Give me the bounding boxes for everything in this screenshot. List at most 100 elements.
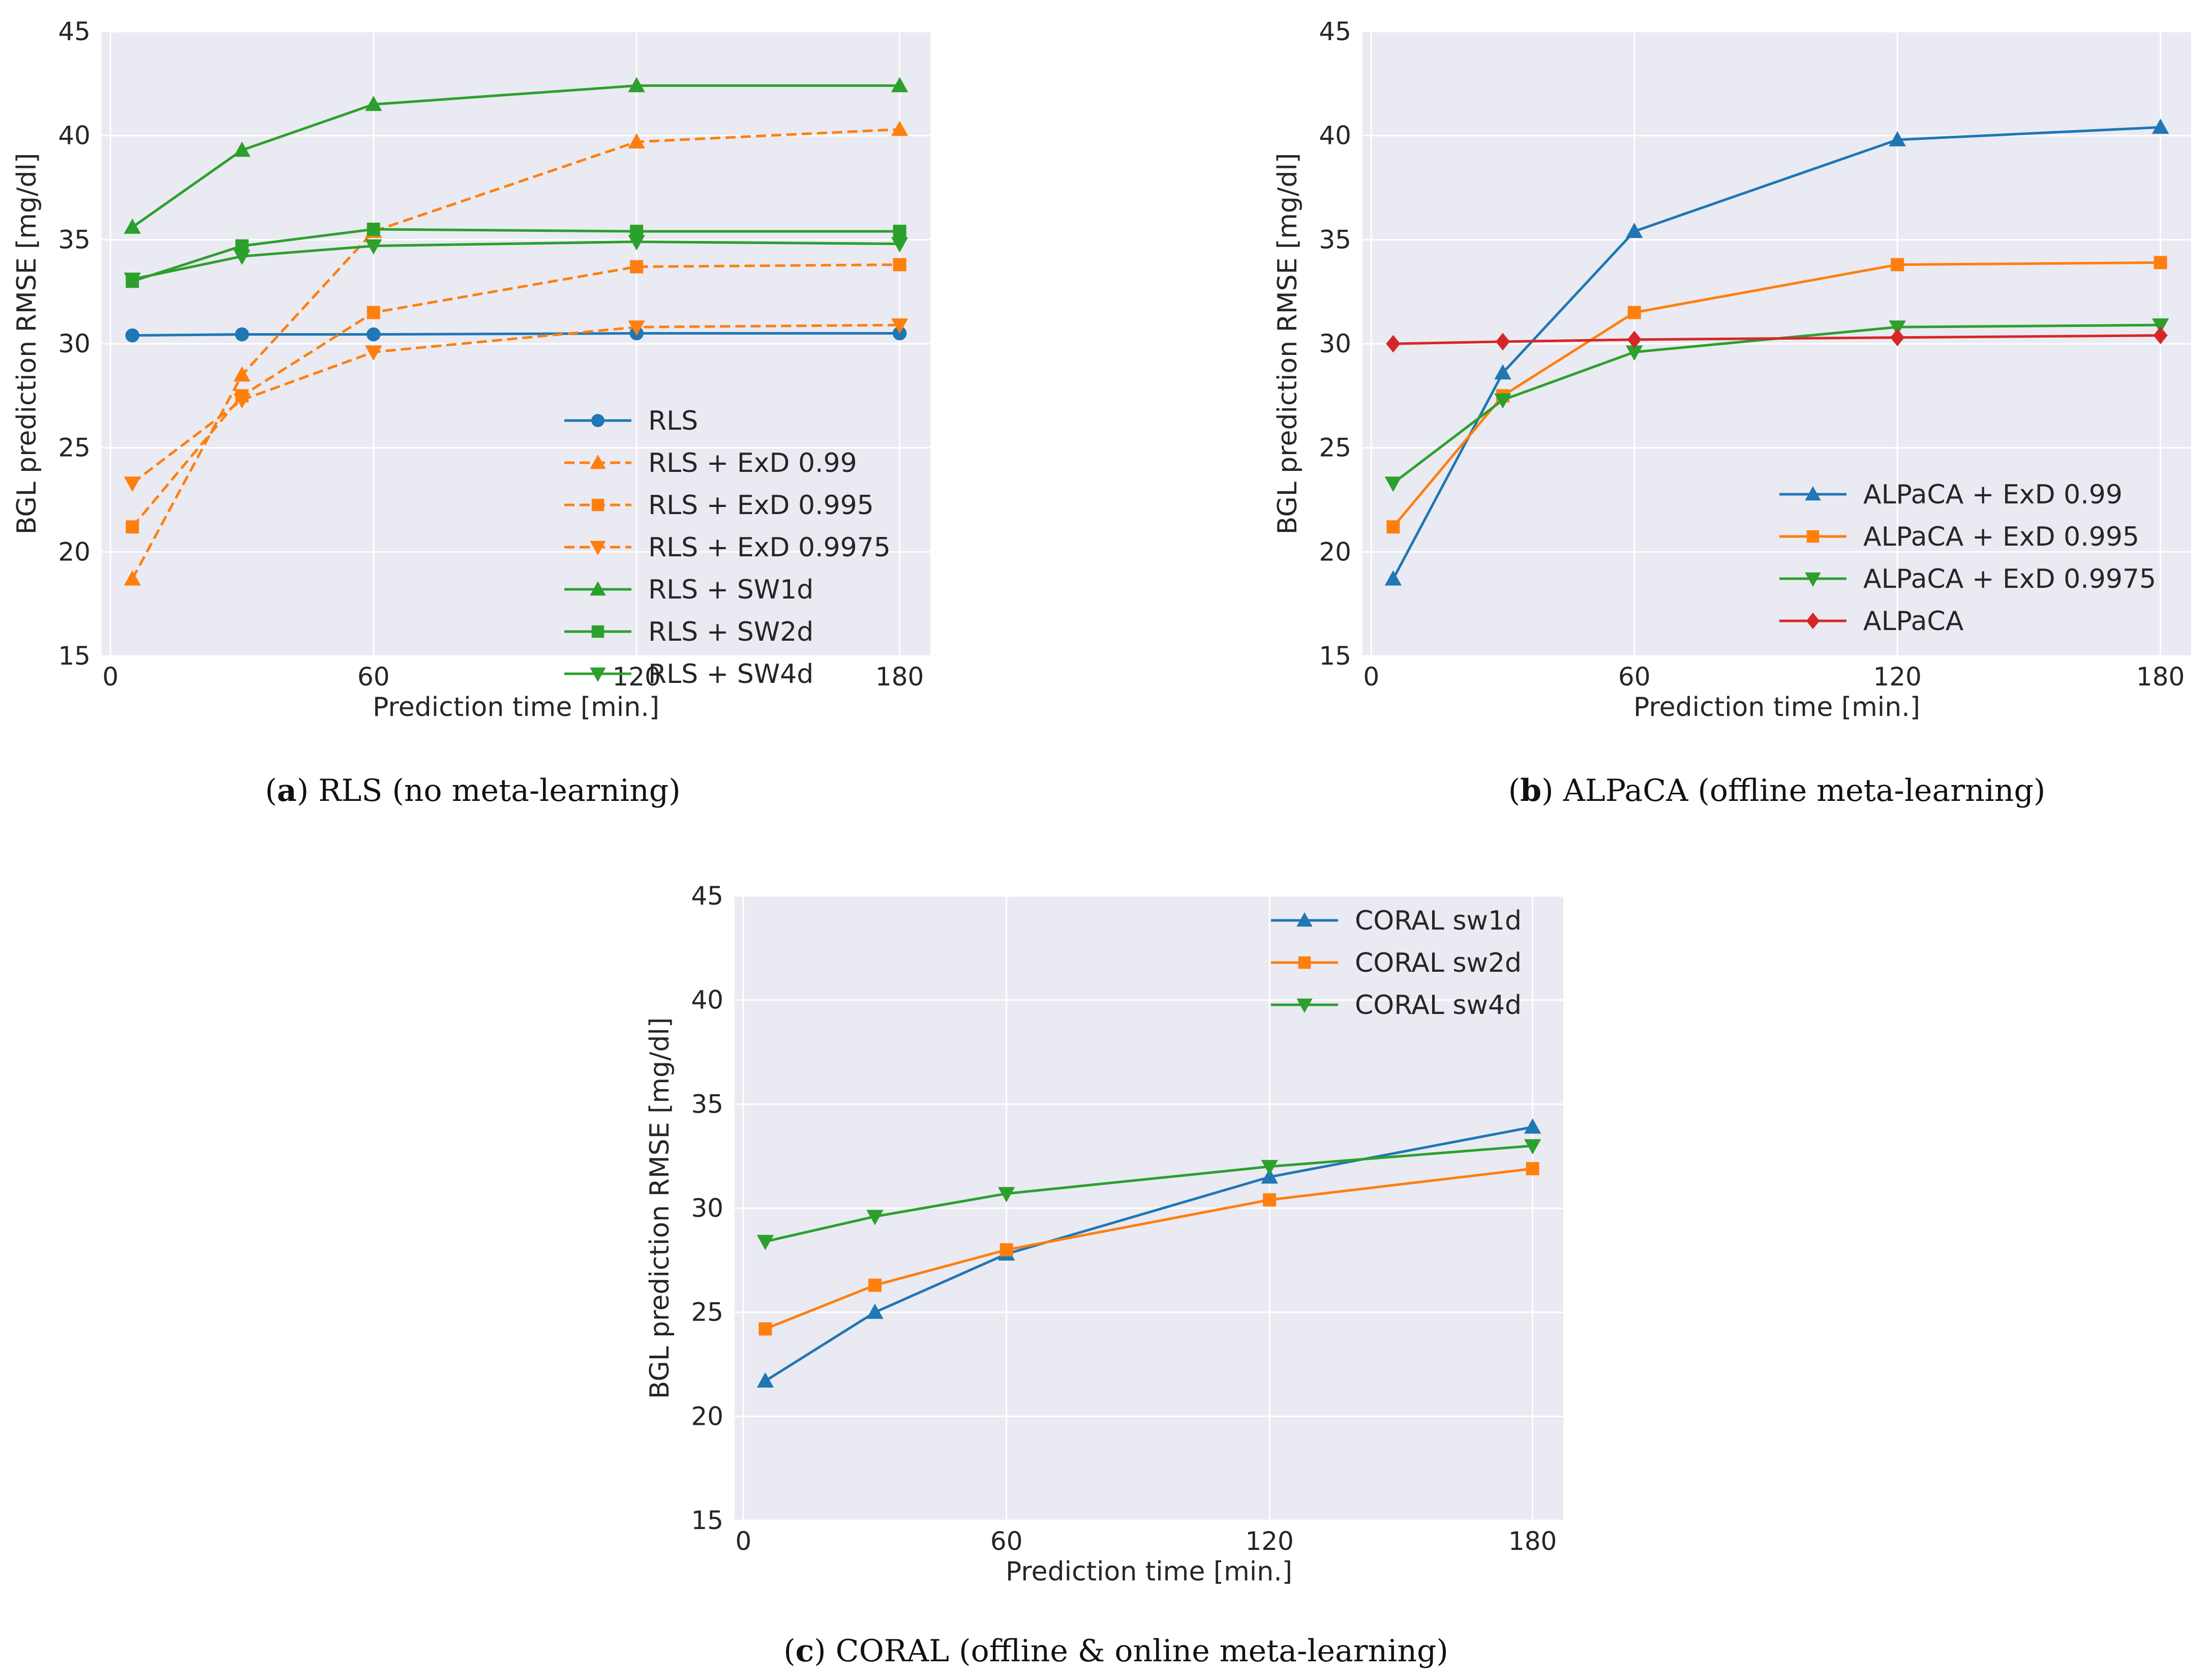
legend-marker [1806,530,1820,543]
data-point [1627,306,1641,319]
data-point [868,1278,882,1292]
legend-entry: RLS + ExD 0.995 [564,490,874,521]
x-tick-label: 60 [990,1527,1023,1556]
x-tick-label: 0 [735,1527,751,1556]
data-point [2152,318,2169,334]
legend-entry: ALPaCA + ExD 0.99 [1779,480,2123,510]
legend-label: RLS + SW2d [648,617,813,647]
series-rls-exd-0-995 [126,258,906,534]
legend-label: RLS + ExD 0.99 [648,448,857,478]
legend-entry: ALPaCA [1779,606,1964,637]
data-point [233,141,251,157]
data-point [233,393,251,409]
y-tick-label: 25 [58,433,90,463]
legend-marker [591,625,604,638]
legend-label: RLS + SW4d [648,659,813,690]
legend-label: CORAL sw4d [1355,990,1522,1021]
data-point [1626,222,1643,238]
x-axis-label: Prediction time [min.] [373,692,659,723]
legend: CORAL sw1d CORAL sw2d CORAL sw4d [1271,906,1522,1021]
data-point [366,327,381,342]
legend-label: ALPaCA [1863,606,1964,637]
x-tick-label: 180 [2136,662,2185,692]
legend-entry: RLS + ExD 0.9975 [564,532,891,563]
caption-letter: b [1520,773,1541,809]
data-point [891,77,908,93]
data-point [1384,570,1402,586]
chart-panel-a: 15 20 25 30 35 40 45 0 60 120 180 Prediction time [… [12,17,930,809]
y-tick-label: 20 [58,537,90,566]
legend-label: ALPaCA + ExD 0.9975 [1863,564,2156,594]
legend: ALPaCA + ExD 0.99 ALPaCA + ExD 0.995 ALPaC… [1779,480,2156,637]
data-point [233,366,251,382]
data-point [1495,333,1510,351]
y-tick-label: 20 [1319,537,1351,566]
y-tick-label: 45 [1319,17,1351,46]
legend-marker [1805,486,1821,501]
data-point [235,327,249,342]
panel-caption: (c) CORAL (offline & online meta-learnin… [783,1633,1448,1669]
data-point [866,1303,884,1319]
data-point [756,1372,774,1388]
data-point [756,1235,774,1250]
legend-marker [590,667,606,682]
data-point [125,328,140,343]
legend-entry: RLS + SW2d [564,617,813,647]
y-tick-label: 35 [691,1089,723,1119]
caption-letter: a [277,773,297,809]
data-point [759,1322,772,1336]
data-point [999,1243,1013,1257]
data-point [1890,328,1905,347]
data-point [891,121,908,136]
data-point [124,218,141,234]
y-tick-label: 15 [691,1506,723,1535]
legend-marker [1296,912,1313,927]
legend-label: RLS + SW1d [648,575,813,605]
legend-entry: RLS + SW4d [564,659,813,690]
x-tick-label: 120 [1245,1527,1293,1556]
y-tick-label: 35 [1319,225,1351,254]
data-point [367,306,380,319]
x-tick-label: 120 [612,662,660,692]
y-tick-label: 45 [58,17,90,46]
legend-label: ALPaCA + ExD 0.99 [1863,480,2123,510]
y-tick-label: 25 [691,1298,723,1327]
data-point [1889,320,1906,336]
data-point [365,239,382,255]
series-alpaca-exd-0-99 [1384,118,2169,586]
data-point [1524,1118,1541,1134]
x-tick-label: 180 [875,662,924,692]
series-alpaca-exd-0-9975 [1384,318,2169,492]
y-tick-label: 30 [1319,329,1351,358]
x-tick-label: 120 [1873,662,1921,692]
data-point [124,273,141,288]
data-point [1386,520,1400,534]
data-point [2153,326,2168,344]
chart-panel-b: 15 20 25 30 35 40 45 0 60 120 180 Prediction time [… [1272,17,2191,809]
y-axis-label: BGL prediction RMSE [mg/dl] [645,1018,675,1399]
caption-letter: c [796,1633,814,1669]
legend-entry: RLS [564,406,698,436]
data-point [367,222,380,236]
data-point [1494,364,1511,380]
data-point [628,77,645,93]
data-point [628,133,645,148]
legend-marker [590,541,606,556]
data-point [124,476,141,492]
legend-marker [590,454,606,469]
legend-entry: ALPaCA + ExD 0.995 [1779,522,2139,552]
data-point [891,237,908,253]
legend-entry: RLS + SW1d [564,575,813,605]
y-tick-label: 30 [691,1193,723,1223]
caption-text: CORAL (offline & online meta-learning) [836,1633,1448,1669]
data-point [365,96,382,111]
legend-entry: ALPaCA + ExD 0.9975 [1779,564,2156,594]
legend-label: RLS + ExD 0.9975 [648,532,891,563]
x-tick-label: 0 [102,662,118,692]
series-rls-sw4d [124,235,908,288]
x-axis-label: Prediction time [min.] [1006,1557,1292,1587]
data-point [1263,1193,1277,1207]
series-coral-sw2d [759,1162,1539,1336]
x-tick-label: 0 [1363,662,1379,692]
